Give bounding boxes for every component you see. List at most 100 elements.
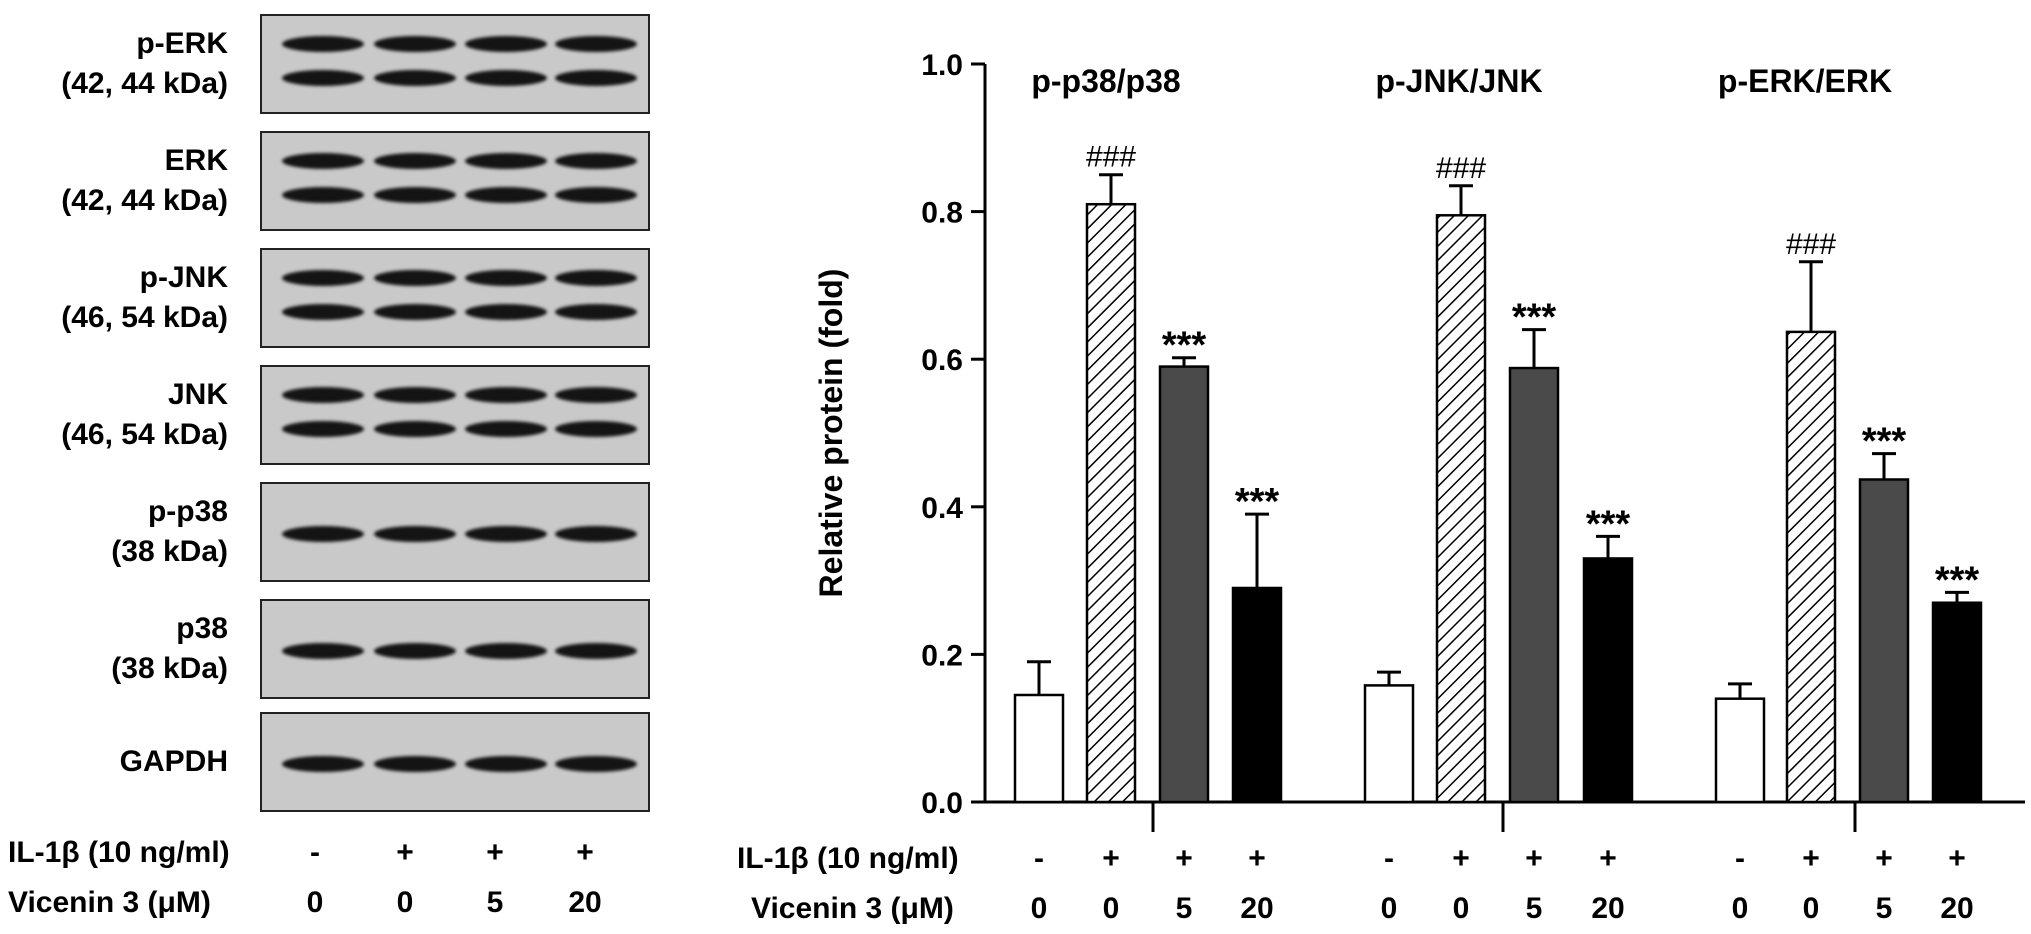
blot-band bbox=[374, 304, 456, 320]
blot-label: p38 (38 kDa) bbox=[0, 609, 228, 689]
treatment-value: 0 bbox=[1103, 892, 1120, 925]
y-tick-label: 0.2 bbox=[921, 639, 963, 672]
y-tick-label: 0.6 bbox=[921, 344, 963, 377]
blot-band bbox=[374, 187, 456, 203]
blot-band bbox=[555, 153, 637, 169]
blot-protein-name: JNK bbox=[167, 378, 228, 411]
group-title: p-JNK/JNK bbox=[1375, 63, 1542, 99]
blot-band bbox=[465, 187, 547, 203]
bar bbox=[1858, 478, 1910, 804]
y-tick-label: 0.8 bbox=[921, 197, 963, 230]
blot-band bbox=[555, 304, 637, 320]
significance-marker: *** bbox=[1512, 297, 1557, 339]
bar bbox=[1363, 684, 1415, 804]
blot-image bbox=[260, 599, 650, 699]
blot-band bbox=[555, 270, 637, 286]
blot-band bbox=[374, 526, 456, 542]
significance-marker: *** bbox=[1235, 481, 1280, 523]
blot-band bbox=[282, 421, 364, 437]
blot-band bbox=[465, 756, 547, 772]
blot-band bbox=[282, 643, 364, 659]
treatment-value: 0 bbox=[1803, 892, 1820, 925]
blot-label: p-p38 (38 kDa) bbox=[0, 492, 228, 572]
treatment-value: + bbox=[1599, 842, 1617, 875]
blot-band bbox=[374, 270, 456, 286]
group-title: p-ERK/ERK bbox=[1718, 63, 1892, 99]
bar bbox=[1013, 693, 1065, 804]
blot-band bbox=[465, 270, 547, 286]
treatment-value: - bbox=[1735, 842, 1745, 875]
blot-label: ERK (42, 44 kDa) bbox=[0, 141, 228, 221]
blot-protein-size: (46, 54 kDa) bbox=[61, 418, 228, 451]
blot-band bbox=[555, 387, 637, 403]
treatment-value: 0 bbox=[1031, 892, 1048, 925]
blot-band bbox=[374, 756, 456, 772]
blot-band bbox=[282, 526, 364, 542]
western-blot-panel: p-ERK (42, 44 kDa) ERK (42, 44 kDa) p-JNK (46… bbox=[0, 0, 700, 934]
blot-band bbox=[555, 421, 637, 437]
treatment-value: 20 bbox=[1591, 892, 1624, 925]
treatment-value: + bbox=[1102, 842, 1120, 875]
blot-protein-name: ERK bbox=[164, 144, 228, 177]
blot-band bbox=[555, 643, 637, 659]
blot-protein-size: (46, 54 kDa) bbox=[61, 301, 228, 334]
blot-band bbox=[282, 270, 364, 286]
bar bbox=[1714, 697, 1766, 804]
treatment-value: + bbox=[1248, 842, 1266, 875]
treatment-value: + bbox=[1802, 842, 1820, 875]
treatment-value: 20 bbox=[1240, 892, 1273, 925]
bar bbox=[1231, 586, 1283, 804]
treatment-value: + bbox=[486, 836, 504, 869]
y-axis-label: Relative protein (fold) bbox=[813, 269, 849, 598]
blot-band bbox=[374, 421, 456, 437]
treatment-value: - bbox=[310, 836, 320, 869]
blot-band bbox=[465, 387, 547, 403]
blot-label: p-ERK (42, 44 kDa) bbox=[0, 24, 228, 104]
treatment-value: 5 bbox=[1526, 892, 1543, 925]
treatment-value: 0 bbox=[306, 886, 324, 919]
treatment-value: + bbox=[1525, 842, 1543, 875]
blot-image bbox=[260, 365, 650, 465]
blot-protein-name: GAPDH bbox=[119, 745, 228, 778]
blot-protein-size: (42, 44 kDa) bbox=[61, 67, 228, 100]
bar bbox=[1085, 202, 1137, 804]
y-tick-label: 0.4 bbox=[921, 492, 963, 525]
blot-band bbox=[555, 526, 637, 542]
blot-band bbox=[465, 70, 547, 86]
blot-label: JNK (46, 54 kDa) bbox=[0, 375, 228, 455]
bar bbox=[1785, 330, 1837, 804]
vicenin-treatment-label: Vicenin 3 (μM) bbox=[8, 886, 211, 919]
blot-band bbox=[374, 36, 456, 52]
blot-band bbox=[465, 526, 547, 542]
blot-image bbox=[260, 14, 650, 114]
blot-band bbox=[465, 643, 547, 659]
blot-band bbox=[555, 70, 637, 86]
treatment-value: 20 bbox=[568, 886, 602, 919]
blot-label: p-JNK (46, 54 kDa) bbox=[0, 258, 228, 338]
blot-protein-name: p-p38 bbox=[147, 495, 228, 528]
significance-marker: *** bbox=[1586, 503, 1631, 545]
bar bbox=[1931, 601, 1983, 804]
blot-protein-name: p-ERK bbox=[136, 27, 228, 60]
group-title: p-p38/p38 bbox=[1031, 63, 1180, 99]
blot-band bbox=[282, 153, 364, 169]
treatment-value: 5 bbox=[1176, 892, 1193, 925]
treatment-value: - bbox=[1384, 842, 1394, 875]
blot-band bbox=[555, 36, 637, 52]
blot-band bbox=[282, 304, 364, 320]
significance-marker: *** bbox=[1935, 559, 1980, 601]
blot-band bbox=[282, 756, 364, 772]
blot-band bbox=[374, 643, 456, 659]
vicenin-treatment-label: Vicenin 3 (μM) bbox=[751, 892, 954, 925]
treatment-value: + bbox=[1452, 842, 1470, 875]
y-tick-label: 0.0 bbox=[921, 787, 963, 820]
blot-band bbox=[465, 421, 547, 437]
bar bbox=[1582, 557, 1634, 804]
significance-marker: *** bbox=[1162, 325, 1207, 367]
significance-marker: ### bbox=[1436, 152, 1486, 185]
blot-band bbox=[282, 70, 364, 86]
treatment-value: 5 bbox=[1876, 892, 1893, 925]
il1b-treatment-label: IL-1β (10 ng/ml) bbox=[737, 842, 959, 875]
blot-protein-name: p38 bbox=[176, 612, 228, 645]
